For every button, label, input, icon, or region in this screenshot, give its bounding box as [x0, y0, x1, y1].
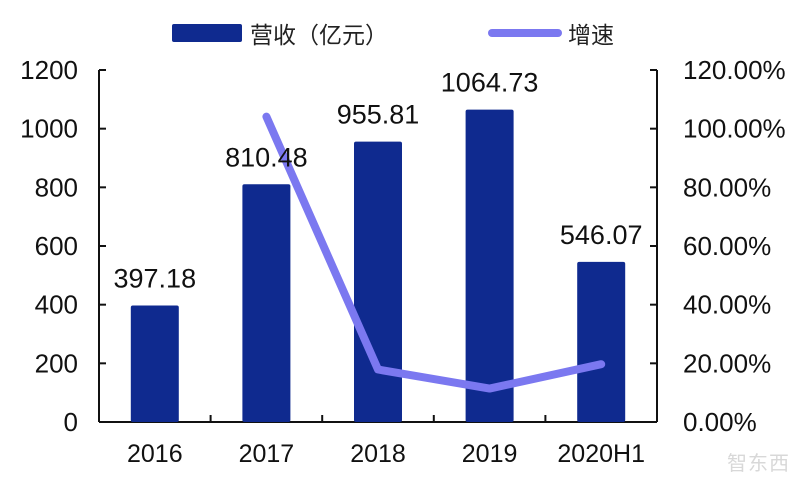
bar	[465, 109, 514, 422]
right-axis-tick-label: 100.00%	[683, 114, 786, 144]
bar-swatch-icon	[172, 24, 242, 42]
legend: 营收（亿元） 增速	[0, 18, 800, 49]
bar-value-label: 546.07	[560, 220, 643, 250]
x-axis-tick-label: 2020H1	[557, 440, 645, 468]
legend-label-revenue: 营收（亿元）	[250, 23, 388, 49]
watermark-logo: 智东西	[727, 451, 790, 475]
right-axis-tick-label: 120.00%	[683, 55, 786, 85]
bar	[354, 141, 402, 422]
left-axis-tick-label: 1000	[20, 114, 78, 144]
bar	[130, 305, 179, 422]
bar	[577, 261, 626, 422]
left-axis-tick-label: 800	[35, 172, 78, 202]
x-axis: 2016 2017 2018 2019 2020H1	[99, 415, 657, 468]
bar	[242, 184, 291, 422]
bar-series	[130, 109, 626, 422]
line-swatch-icon	[488, 29, 562, 37]
left-axis-tick-label: 1200	[20, 55, 78, 85]
right-axis-tick-label: 0.00%	[683, 407, 757, 437]
right-axis: 0.00% 20.00% 40.00% 60.00% 80.00% 100.00% 120.…	[650, 55, 786, 437]
legend-item-revenue: 营收（亿元）	[172, 18, 388, 49]
line-series	[262, 112, 606, 393]
bar-data-labels: 397.18 810.48 955.81 1064.73 546.07	[114, 68, 643, 294]
left-axis: 0 200 400 600 800 1000 1200	[20, 55, 106, 437]
x-axis-tick-label: 2017	[239, 440, 295, 468]
left-axis-tick-label: 200	[35, 348, 78, 378]
legend-label-growth: 增速	[568, 23, 614, 49]
growth-line	[262, 112, 606, 393]
legend-item-growth: 增速	[488, 18, 614, 49]
bar-value-label: 1064.73	[441, 68, 539, 98]
bar-value-label: 955.81	[337, 100, 420, 130]
left-axis-tick-label: 0	[64, 407, 78, 437]
left-axis-tick-label: 400	[35, 290, 78, 320]
bar-value-label: 397.18	[114, 263, 197, 293]
right-axis-tick-label: 80.00%	[683, 172, 771, 202]
x-axis-tick-label: 2019	[462, 440, 518, 468]
x-axis-tick-label: 2016	[127, 440, 183, 468]
left-axis-tick-label: 600	[35, 231, 78, 261]
right-axis-tick-label: 20.00%	[683, 348, 771, 378]
right-axis-tick-label: 60.00%	[683, 231, 771, 261]
right-axis-tick-label: 40.00%	[683, 290, 771, 320]
x-axis-tick-label: 2018	[350, 440, 406, 468]
bar-value-label: 810.48	[225, 142, 308, 172]
